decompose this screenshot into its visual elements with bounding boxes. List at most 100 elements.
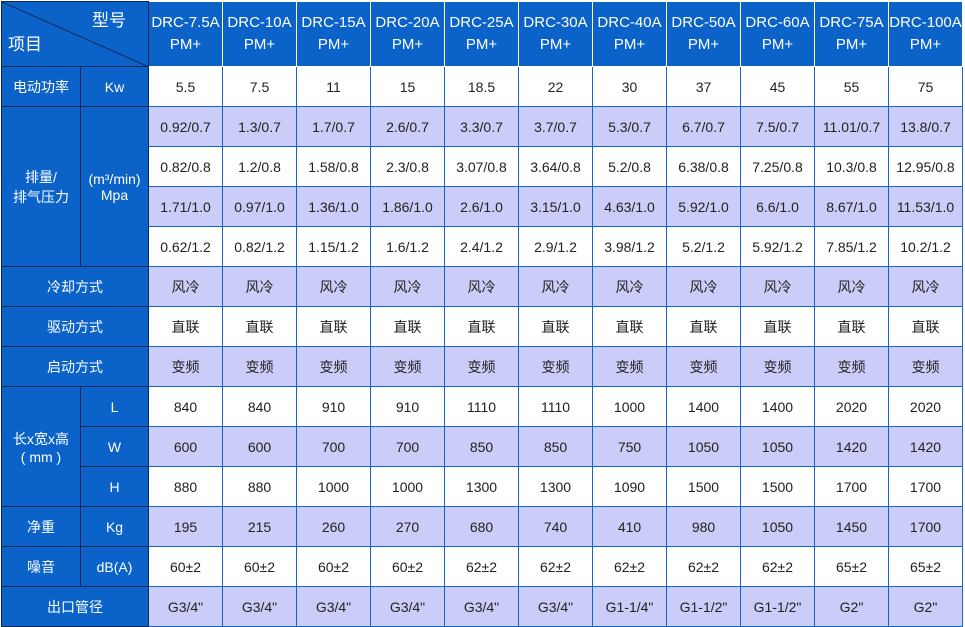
value-cell: 变频 [296, 346, 371, 387]
value-cell: 1.3/0.7 [222, 106, 297, 147]
value-cell: 740 [518, 506, 593, 547]
value-cell: 2020 [814, 386, 889, 427]
model-name-line: DRC-25A [449, 14, 514, 31]
table-row: 排量/排气压力 (m³/min) Mpa 0.92/0.7 1.3/0.7 1.7/0.7… [1, 106, 963, 267]
row-unit: dB(A) [80, 546, 149, 587]
model-name-line: DRC-75A [819, 14, 884, 31]
value-cell: 1.7/0.7 [296, 106, 371, 147]
model-name-line: PM+ [539, 36, 572, 53]
row-label: 净重 [1, 506, 81, 547]
value-cell: 2.6/0.7 [370, 106, 445, 147]
value-cell: 直联 [370, 306, 445, 347]
label-line: L [110, 398, 119, 415]
value-cell: 840 [222, 386, 297, 427]
value-cell: 45 [740, 66, 815, 107]
value-cell: 680 [444, 506, 519, 547]
model-header: DRC-25A PM+ [444, 1, 519, 67]
model-header: DRC-20A PM+ [370, 1, 445, 67]
label-line: 噪音 [27, 558, 55, 575]
table-row: W 600 600 700 700 850 850 750 1050 1050 1420 1420 [2, 426, 963, 467]
value-cell: 4.63/1.0 [592, 186, 667, 227]
value-cell: 1.6/1.2 [370, 226, 445, 267]
label-line: ( mm ) [20, 448, 62, 465]
value-cell: 1000 [296, 466, 371, 507]
label-line: 冷却方式 [47, 278, 103, 295]
value-cell: 6.38/0.8 [666, 146, 741, 187]
value-cell: 1400 [666, 386, 741, 427]
value-cell: 风冷 [518, 266, 593, 307]
value-cell: 5.92/1.2 [740, 226, 815, 267]
value-cell: G3/4" [444, 586, 519, 627]
value-cell: 8.67/1.0 [814, 186, 889, 227]
table-row: 0.62/1.2 0.82/1.2 1.15/1.2 1.6/1.2 2.4/1.2 2.… [2, 226, 963, 267]
value-cell: 55 [814, 66, 889, 107]
value-cell: 700 [296, 426, 371, 467]
value-cell: 410 [592, 506, 667, 547]
value-cell: 700 [370, 426, 445, 467]
value-cell: 62±2 [740, 546, 815, 587]
model-name-line: PM+ [835, 36, 868, 53]
model-header: DRC-15A PM+ [296, 1, 371, 67]
value-cell: G1-1/2" [740, 586, 815, 627]
label-line: 出口管径 [47, 598, 103, 615]
value-cell: 270 [370, 506, 445, 547]
value-cell: 0.82/0.8 [148, 146, 223, 187]
table-row: 净重 Kg 195 215 260 270 680 740 410 980 1050 1450 1700 [1, 506, 963, 547]
value-cell: 60±2 [148, 546, 223, 587]
value-cell: 直联 [740, 306, 815, 347]
value-cell: 变频 [148, 346, 223, 387]
value-cell: 37 [666, 66, 741, 107]
row-unit: Kg [80, 506, 149, 547]
value-cell: 5.2/0.8 [592, 146, 667, 187]
value-cell: 6.6/1.0 [740, 186, 815, 227]
value-cell: 195 [148, 506, 223, 547]
value-cell: 1000 [592, 386, 667, 427]
label-line: Mpa [100, 186, 129, 203]
label-line: 净重 [27, 518, 55, 535]
value-cell: 5.2/1.2 [666, 226, 741, 267]
value-cell: 1.71/1.0 [148, 186, 223, 227]
header-row: 型号 项目 DRC-7.5A PM+ DRC-10A PM+ DRC-15A PM+ DRC… [1, 1, 963, 67]
value-cell: 7.5 [222, 66, 297, 107]
value-cell: 1300 [518, 466, 593, 507]
value-cell: 910 [296, 386, 371, 427]
model-name-line: PM+ [317, 36, 350, 53]
table-row: 0.82/0.8 1.2/0.8 1.58/0.8 2.3/0.8 3.07/0.8 3.… [2, 146, 963, 187]
value-cell: 62±2 [592, 546, 667, 587]
value-cell: 880 [222, 466, 297, 507]
table-row: 出口管径 G3/4" G3/4" G3/4" G3/4" G3/4" G3/4" G1-1/4… [1, 586, 963, 627]
label-line: Kg [105, 518, 124, 535]
value-cell: 3.64/0.8 [518, 146, 593, 187]
model-name-line: PM+ [465, 36, 498, 53]
model-name-line: DRC-7.5A [151, 14, 220, 31]
value-cell: 7.85/1.2 [814, 226, 889, 267]
value-cell: 1.58/0.8 [296, 146, 371, 187]
value-cell: 5.5 [148, 66, 223, 107]
value-cell: 850 [444, 426, 519, 467]
value-cell: 11 [296, 66, 371, 107]
value-cell: 变频 [444, 346, 519, 387]
value-cell: 980 [666, 506, 741, 547]
row-unit: L [80, 386, 149, 427]
value-cell: 0.62/1.2 [148, 226, 223, 267]
model-name-line: DRC-40A [597, 14, 662, 31]
label-line: 排气压力 [13, 188, 69, 205]
value-cell: 直联 [666, 306, 741, 347]
value-cell: 2.3/0.8 [370, 146, 445, 187]
model-name-line: PM+ [613, 36, 646, 53]
value-cell: 直联 [814, 306, 889, 347]
row-label: 出口管径 [1, 586, 149, 627]
model-header: DRC-10A PM+ [222, 1, 297, 67]
value-cell: 1000 [370, 466, 445, 507]
value-cell: 65±2 [888, 546, 963, 587]
value-cell: 10.2/1.2 [888, 226, 963, 267]
label-line: (m³/min) [88, 170, 141, 187]
model-name-line: DRC-50A [671, 14, 736, 31]
value-cell: 850 [518, 426, 593, 467]
value-cell: 7.5/0.7 [740, 106, 815, 147]
value-cell: G3/4" [518, 586, 593, 627]
value-cell: 62±2 [666, 546, 741, 587]
value-cell: 直联 [222, 306, 297, 347]
row-label: 长x宽x高( mm ) [1, 386, 81, 507]
